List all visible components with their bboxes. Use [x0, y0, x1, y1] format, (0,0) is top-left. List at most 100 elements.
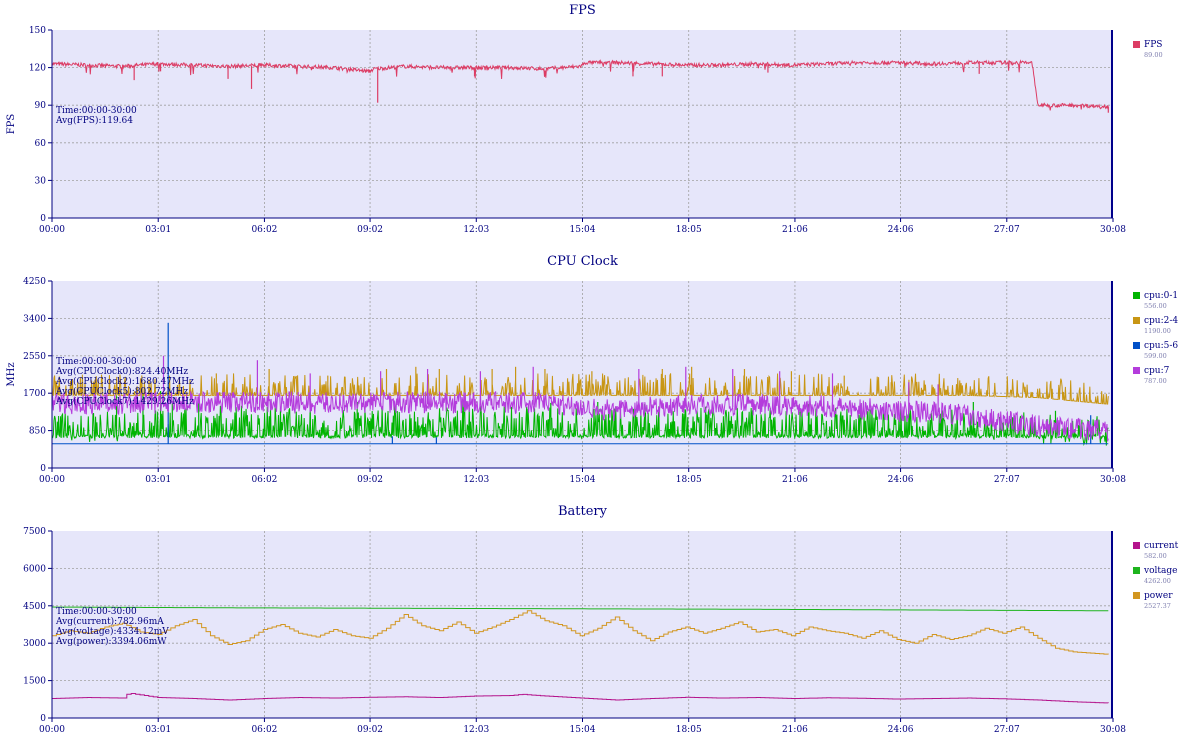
x-tick-label: 18:05: [676, 475, 702, 485]
legend-label: cpu:2-4: [1144, 316, 1178, 326]
legend-value: 1190.00: [1144, 327, 1171, 335]
info-text: Avg(CPUClock5):802.72MHz: [55, 386, 188, 397]
y-tick-label: 3400: [23, 314, 46, 324]
x-tick-label: 12:03: [463, 225, 489, 235]
x-tick-label: 24:06: [888, 475, 914, 485]
y-axis-label: FPS: [6, 114, 17, 135]
x-tick-label: 15:04: [570, 225, 596, 235]
x-tick-label: 09:02: [357, 225, 383, 235]
legend-value: 582.00: [1144, 552, 1167, 560]
x-tick-label: 12:03: [463, 725, 489, 735]
y-tick-label: 0: [40, 464, 46, 474]
legend-value: 787.00: [1144, 377, 1167, 385]
series-line-cpu-7: [51, 390, 1109, 442]
legend-value: 556.00: [1144, 302, 1167, 310]
x-tick-label: 00:00: [39, 725, 65, 735]
x-tick-label: 06:02: [251, 225, 277, 235]
x-tick-label: 18:05: [676, 725, 702, 735]
legend-swatch: [1133, 542, 1140, 549]
info-text: Avg(FPS):119.64: [55, 115, 133, 126]
info-text: Time:00:00-30:00: [56, 106, 137, 116]
y-tick-label: 30: [35, 176, 47, 186]
chart-title: CPU Clock: [547, 254, 618, 269]
legend-swatch: [1133, 41, 1140, 48]
info-text: Avg(CPUClock7):1429.26MHz: [55, 396, 194, 407]
y-tick-label: 7500: [23, 527, 46, 537]
x-tick-label: 00:00: [39, 225, 65, 235]
y-tick-label: 0: [40, 214, 46, 224]
x-tick-label: 06:02: [251, 475, 277, 485]
chart-panel-cpu-clock: CPU Clock 0 850 1700 2550 3400 4250 00:00 03:01 0…: [6, 254, 1178, 485]
x-tick-label: 30:08: [1100, 225, 1126, 235]
x-tick-label: 03:01: [145, 725, 171, 735]
series-line-power: [52, 610, 1109, 655]
x-tick-label: 24:06: [888, 725, 914, 735]
legend-value: 2527.37: [1144, 602, 1171, 610]
y-axis-label: MHz: [6, 362, 17, 386]
legend-swatch: [1133, 567, 1140, 574]
x-tick-label: 21:06: [782, 475, 808, 485]
x-tick-label: 06:02: [251, 725, 277, 735]
y-tick-label: 6000: [23, 564, 46, 574]
info-text: Avg(power):3394.06mW: [55, 636, 167, 647]
x-tick-label: 18:05: [676, 225, 702, 235]
chart-panel-fps: FPS 0 30 60 90 120 150 00:00 03:01 06:02 09:02 12:0…: [6, 3, 1163, 235]
legend-swatch: [1133, 592, 1140, 599]
y-tick-label: 1700: [23, 389, 46, 399]
x-tick-label: 03:01: [145, 475, 171, 485]
legend-label: FPS: [1144, 40, 1162, 50]
y-tick-label: 1500: [23, 677, 46, 687]
info-text: Time:00:00-30:00: [56, 607, 137, 617]
legend-label: voltage: [1143, 566, 1177, 576]
legend-value: 89.00: [1144, 51, 1163, 59]
y-tick-label: 60: [35, 139, 47, 149]
y-tick-label: 4500: [23, 602, 46, 612]
x-tick-label: 30:08: [1100, 475, 1126, 485]
x-tick-label: 24:06: [888, 225, 914, 235]
y-tick-label: 2550: [23, 352, 46, 362]
info-text: Avg(voltage):4334.12mV: [55, 626, 169, 637]
legend-value: 4262.00: [1144, 577, 1171, 585]
info-text: Avg(CPUClock2):1680.47MHz: [55, 376, 194, 387]
x-tick-label: 09:02: [357, 725, 383, 735]
info-text: Avg(CPUClock0):824.40MHz: [55, 366, 188, 377]
legend-swatch: [1133, 317, 1140, 324]
x-tick-label: 21:06: [782, 725, 808, 735]
info-text: Time:00:00-30:00: [56, 357, 137, 367]
series-line-FPS: [51, 58, 1109, 111]
x-tick-label: 27:07: [994, 475, 1020, 485]
x-tick-label: 09:02: [357, 475, 383, 485]
series-line-cpu-0-1: [51, 403, 1109, 447]
y-tick-label: 850: [29, 427, 46, 437]
y-tick-label: 0: [40, 714, 46, 724]
x-tick-label: 21:06: [782, 225, 808, 235]
legend-label: current: [1144, 541, 1179, 551]
y-tick-label: 3000: [23, 639, 46, 649]
y-tick-label: 120: [29, 64, 46, 74]
series-line-current: [52, 693, 1109, 704]
x-tick-label: 03:01: [145, 225, 171, 235]
chart-panel-battery: Battery 0 1500 3000 4500 6000 7500 00:00 03:01 06…: [23, 504, 1178, 735]
legend-label: cpu:0-1: [1144, 291, 1178, 301]
x-tick-label: 27:07: [994, 725, 1020, 735]
x-tick-label: 30:08: [1100, 725, 1126, 735]
info-text: Avg(current):782.96mA: [55, 616, 164, 627]
x-tick-label: 15:04: [570, 475, 596, 485]
y-tick-label: 90: [35, 101, 47, 111]
legend-swatch: [1133, 342, 1140, 349]
chart-title: FPS: [569, 3, 596, 18]
legend-value: 599.00: [1144, 352, 1167, 360]
y-tick-label: 4250: [23, 277, 46, 287]
y-tick-label: 150: [29, 26, 46, 36]
legend-label: power: [1144, 591, 1173, 601]
legend-label: cpu:5-6: [1144, 341, 1178, 351]
legend-label: cpu:7: [1144, 366, 1170, 376]
legend-swatch: [1133, 367, 1140, 374]
x-tick-label: 00:00: [39, 475, 65, 485]
x-tick-label: 12:03: [463, 475, 489, 485]
series-line-voltage: [51, 606, 1109, 612]
legend-swatch: [1133, 292, 1140, 299]
x-tick-label: 27:07: [994, 225, 1020, 235]
x-tick-label: 15:04: [570, 725, 596, 735]
